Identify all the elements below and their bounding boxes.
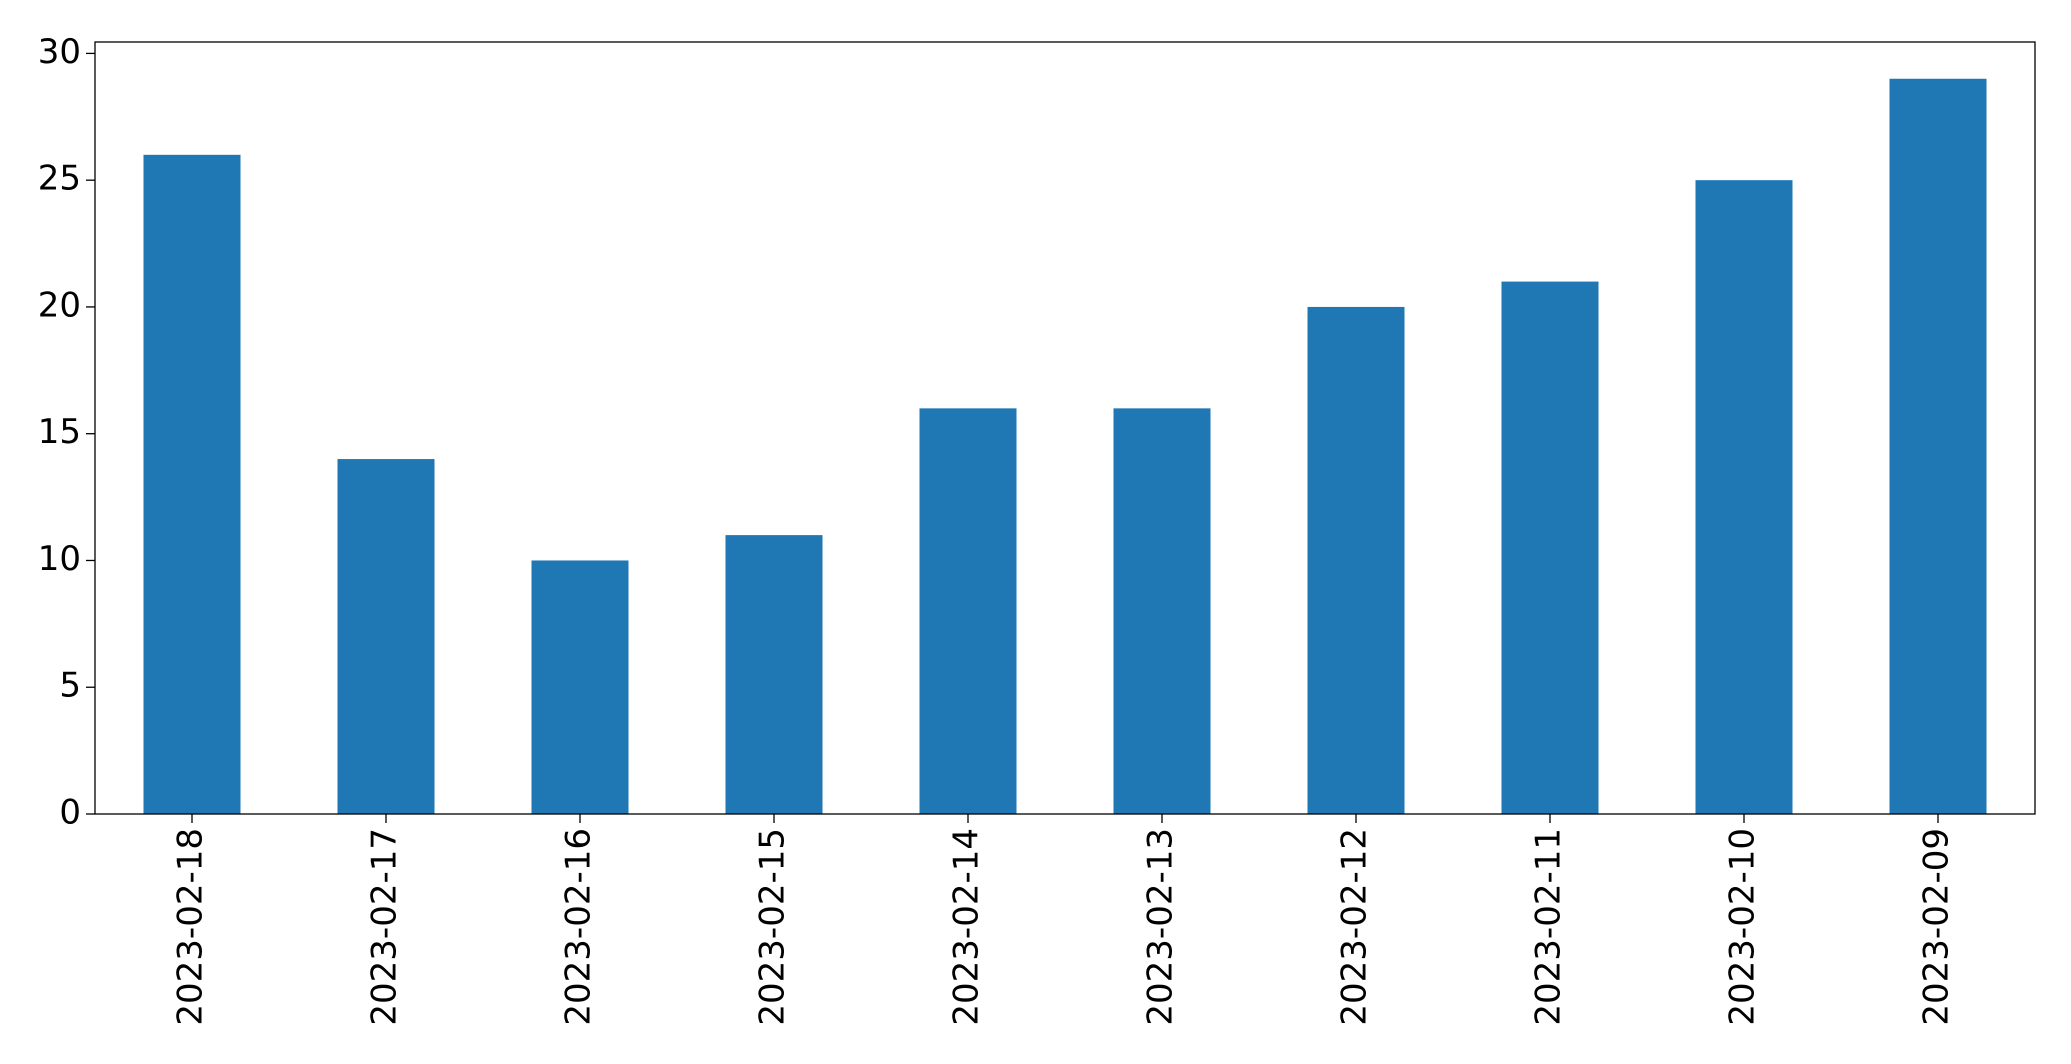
bar bbox=[337, 459, 435, 814]
x-tick-label: 2023-02-13 bbox=[1141, 828, 1181, 1026]
y-tick-label: 15 bbox=[38, 412, 81, 452]
bar bbox=[531, 560, 629, 814]
y-tick-label: 25 bbox=[38, 159, 81, 199]
x-tick-label: 2023-02-11 bbox=[1529, 828, 1569, 1026]
x-tick-label: 2023-02-15 bbox=[753, 828, 793, 1026]
x-tick-label: 2023-02-17 bbox=[365, 828, 405, 1026]
y-tick-label: 0 bbox=[59, 793, 81, 833]
bar bbox=[725, 535, 823, 814]
bar bbox=[1113, 408, 1211, 814]
y-tick-label: 30 bbox=[38, 32, 81, 72]
x-tick-label: 2023-02-10 bbox=[1723, 828, 1763, 1026]
plot-frame bbox=[94, 41, 2036, 815]
y-tick-label: 20 bbox=[38, 285, 81, 325]
bar bbox=[1501, 281, 1599, 815]
x-tick-label: 2023-02-12 bbox=[1335, 828, 1375, 1026]
bar bbox=[1307, 306, 1405, 814]
bar bbox=[1889, 78, 1987, 814]
bar bbox=[143, 154, 241, 814]
x-tick-label: 2023-02-18 bbox=[171, 828, 211, 1026]
bar bbox=[1695, 180, 1793, 814]
x-tick-label: 2023-02-16 bbox=[559, 828, 599, 1026]
bar bbox=[919, 408, 1017, 814]
x-tick-label: 2023-02-09 bbox=[1917, 828, 1957, 1026]
x-tick-label: 2023-02-14 bbox=[947, 828, 987, 1026]
y-tick-label: 5 bbox=[59, 666, 81, 706]
y-tick-label: 10 bbox=[38, 539, 81, 579]
